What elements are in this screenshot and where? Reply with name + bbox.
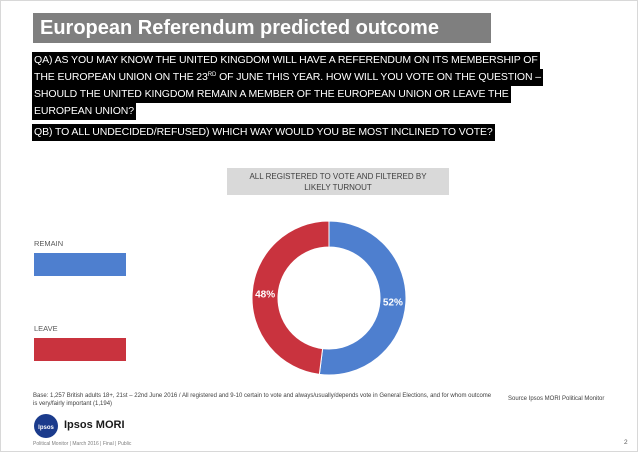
ipsos-logo-icon: Ipsos: [34, 414, 58, 438]
base-note: Base: 1,257 British adults 18+, 21st – 2…: [33, 393, 492, 407]
slide-title: European Referendum predicted outcome: [33, 13, 491, 43]
question-b: QB) TO ALL UNDECIDED/REFUSED) WHICH WAY …: [32, 124, 495, 141]
question-a-line-1-text: QA) AS YOU MAY KNOW THE UNITED KINGDOM W…: [34, 54, 538, 66]
page-number: 2: [624, 439, 628, 446]
donut-label-remain: 52%: [383, 298, 403, 309]
logo-text: Ipsos MORI: [64, 419, 125, 431]
filter-label-line-1: ALL REGISTERED TO VOTE AND FILTERED BY: [249, 172, 427, 181]
legend-label-leave: LEAVE: [34, 324, 58, 333]
legend-swatch-leave: [34, 338, 126, 361]
question-a-line-4-text: EUROPEAN UNION?: [34, 105, 135, 117]
footer-text: Political Monitor | March 2016 | Final |…: [33, 441, 132, 447]
donut-slice-leave: [251, 220, 330, 375]
question-b-text: QB) TO ALL UNDECIDED/REFUSED) WHICH WAY …: [34, 126, 493, 138]
legend-label-remain: REMAIN: [34, 239, 64, 248]
filter-label: ALL REGISTERED TO VOTE AND FILTERED BY L…: [227, 168, 449, 195]
question-a-line-2-text: THE EUROPEAN UNION ON THE 23: [34, 71, 208, 83]
question-a-line-1: QA) AS YOU MAY KNOW THE UNITED KINGDOM W…: [32, 52, 540, 69]
question-a-line-4: EUROPEAN UNION?: [32, 103, 137, 120]
source-note: Source Ipsos MORI Political Monitor: [508, 396, 605, 402]
legend-swatch-remain: [34, 253, 126, 276]
donut-slice-remain: [318, 220, 407, 376]
question-a-line-3-text: SHOULD THE UNITED KINGDOM REMAIN A MEMBE…: [34, 88, 509, 100]
donut-label-leave: 48%: [255, 289, 275, 300]
question-a-line-3: SHOULD THE UNITED KINGDOM REMAIN A MEMBE…: [32, 86, 511, 103]
filter-label-line-2: LIKELY TURNOUT: [304, 183, 372, 192]
question-a-line-2: THE EUROPEAN UNION ON THE 23RD OF JUNE T…: [32, 69, 543, 86]
question-a-line-2-rest: OF JUNE THIS YEAR. HOW WILL YOU VOTE ON …: [216, 71, 541, 83]
ordinal-superscript: RD: [207, 72, 217, 78]
